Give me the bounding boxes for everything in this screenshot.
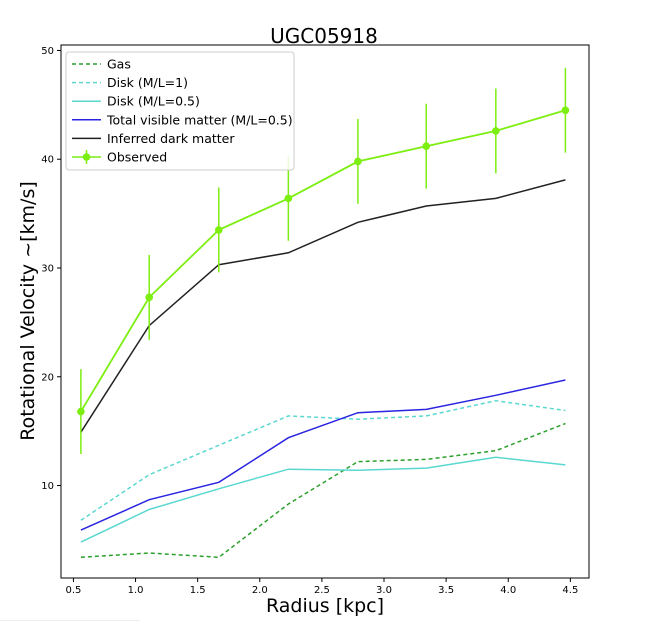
series-line-0	[80, 422, 566, 559]
legend: Gas Disk (M/L=1) Disk (M/L=0.5) Total visib…	[65, 51, 295, 171]
x-tick-label: 1.5	[190, 585, 206, 596]
series-line-3	[80, 379, 566, 531]
x-tick-label: 3.0	[376, 585, 392, 596]
legend-label: Disk (M/L=0.5)	[107, 94, 200, 109]
legend-marker	[82, 153, 91, 161]
x-tick-label: 1.0	[128, 585, 144, 596]
observed-point	[492, 127, 500, 135]
x-axis-title: Radius [kpc]	[266, 595, 384, 617]
x-tick-label: 3.5	[438, 585, 454, 596]
observed-point	[422, 142, 431, 150]
axes: 0.5 1.0 1.5 2.0 2.5 3.0 3.5 4.0 4.5 10 20 30 40 50	[41, 46, 578, 596]
legend-label: Disk (M/L=1)	[107, 75, 188, 90]
bottom-divider	[0, 620, 140, 621]
y-tick-label: 40	[41, 155, 54, 166]
observed-point	[77, 407, 85, 416]
series-line-5	[80, 109, 566, 413]
series-line-4	[80, 179, 566, 433]
y-tick-label: 20	[41, 372, 54, 383]
y-axis-title: Rotational Velocity ~[km/s]	[17, 181, 39, 441]
series-line-2	[80, 456, 566, 543]
observed-point	[561, 106, 570, 115]
y-tick-label: 10	[41, 481, 54, 492]
x-tick-label: 4.5	[562, 585, 578, 596]
observed-point	[214, 226, 223, 234]
legend-label: Observed	[107, 150, 167, 165]
x-tick-label: 2.5	[314, 585, 330, 596]
y-tick-label: 50	[41, 46, 54, 57]
legend-label: Total visible matter (M/L=0.5)	[106, 112, 293, 127]
x-tick-label: 0.5	[65, 585, 81, 596]
observed-point	[145, 293, 154, 302]
chart-title: UGC05918	[270, 24, 378, 48]
series-line-1	[80, 399, 566, 521]
observed-point	[284, 194, 293, 203]
plot-frame	[60, 44, 590, 579]
series-layer	[77, 67, 570, 559]
legend-label: Gas	[107, 57, 131, 72]
observed-point	[354, 157, 362, 166]
legend-box	[65, 51, 295, 171]
x-tick-label: 4.0	[500, 585, 516, 596]
legend-label: Inferred dark matter	[107, 131, 235, 146]
y-tick-label: 30	[41, 263, 54, 274]
x-tick-label: 2.0	[252, 585, 268, 596]
